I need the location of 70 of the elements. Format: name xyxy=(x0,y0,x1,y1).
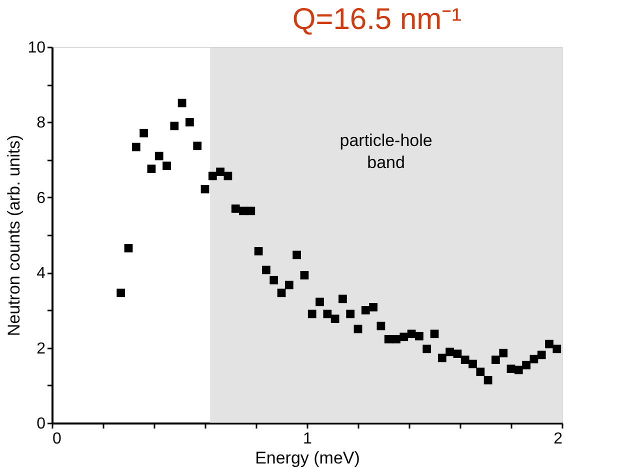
point xyxy=(124,244,133,252)
point xyxy=(338,294,347,304)
y-axis-title: Neutron counts (arb. units) xyxy=(4,134,24,336)
point xyxy=(446,348,454,356)
point xyxy=(178,98,186,108)
point xyxy=(484,376,492,384)
point xyxy=(514,366,523,374)
x-axis-title: Energy (meV) xyxy=(255,448,360,468)
point xyxy=(376,322,386,330)
point xyxy=(292,250,301,260)
y-tick-label: 10 xyxy=(28,40,46,56)
point xyxy=(354,324,362,334)
point xyxy=(132,142,140,152)
point xyxy=(162,162,171,170)
point xyxy=(552,344,562,354)
point xyxy=(116,288,126,298)
point xyxy=(346,310,355,318)
point xyxy=(468,360,477,368)
point xyxy=(415,332,424,340)
y-tick-label: 6 xyxy=(36,190,46,207)
point xyxy=(330,314,340,324)
point xyxy=(453,350,462,358)
point xyxy=(262,266,270,274)
chart-title: Q=16.5 nm⁻¹ xyxy=(292,3,462,36)
point xyxy=(216,168,224,176)
x-tick-label: 0 xyxy=(52,430,62,448)
point xyxy=(193,142,202,150)
point xyxy=(392,334,400,344)
x-tick-label: 2 xyxy=(554,430,563,448)
point xyxy=(254,246,263,256)
point xyxy=(384,334,393,344)
point xyxy=(438,354,446,362)
point xyxy=(400,332,408,342)
point xyxy=(147,164,156,174)
x-tick-label: 1 xyxy=(303,430,312,448)
point xyxy=(476,368,485,376)
point xyxy=(316,298,324,306)
y-tick-label: 2 xyxy=(36,340,46,358)
point xyxy=(284,280,294,290)
point xyxy=(154,152,164,160)
band-label: particle-hole band xyxy=(340,131,432,172)
point xyxy=(323,310,332,318)
point xyxy=(499,348,508,358)
point xyxy=(308,310,316,318)
point xyxy=(170,122,179,130)
point xyxy=(530,354,538,364)
point xyxy=(407,330,416,338)
point xyxy=(208,172,217,180)
point xyxy=(537,350,546,360)
point xyxy=(186,118,194,126)
point xyxy=(140,128,148,138)
point xyxy=(506,364,516,374)
y-tick-label: 4 xyxy=(36,265,46,282)
point xyxy=(270,276,278,284)
point xyxy=(246,206,256,216)
point xyxy=(422,344,432,354)
point xyxy=(522,360,530,370)
point xyxy=(545,340,554,348)
point xyxy=(361,306,370,314)
point xyxy=(224,172,232,180)
y-tick-label: 0 xyxy=(36,416,46,432)
point xyxy=(300,271,309,280)
point xyxy=(460,356,470,364)
point xyxy=(430,330,439,338)
y-tick-label: 8 xyxy=(36,114,46,132)
point xyxy=(492,356,500,364)
point xyxy=(369,303,378,312)
point xyxy=(200,184,210,194)
point xyxy=(231,204,240,213)
point xyxy=(277,288,286,298)
